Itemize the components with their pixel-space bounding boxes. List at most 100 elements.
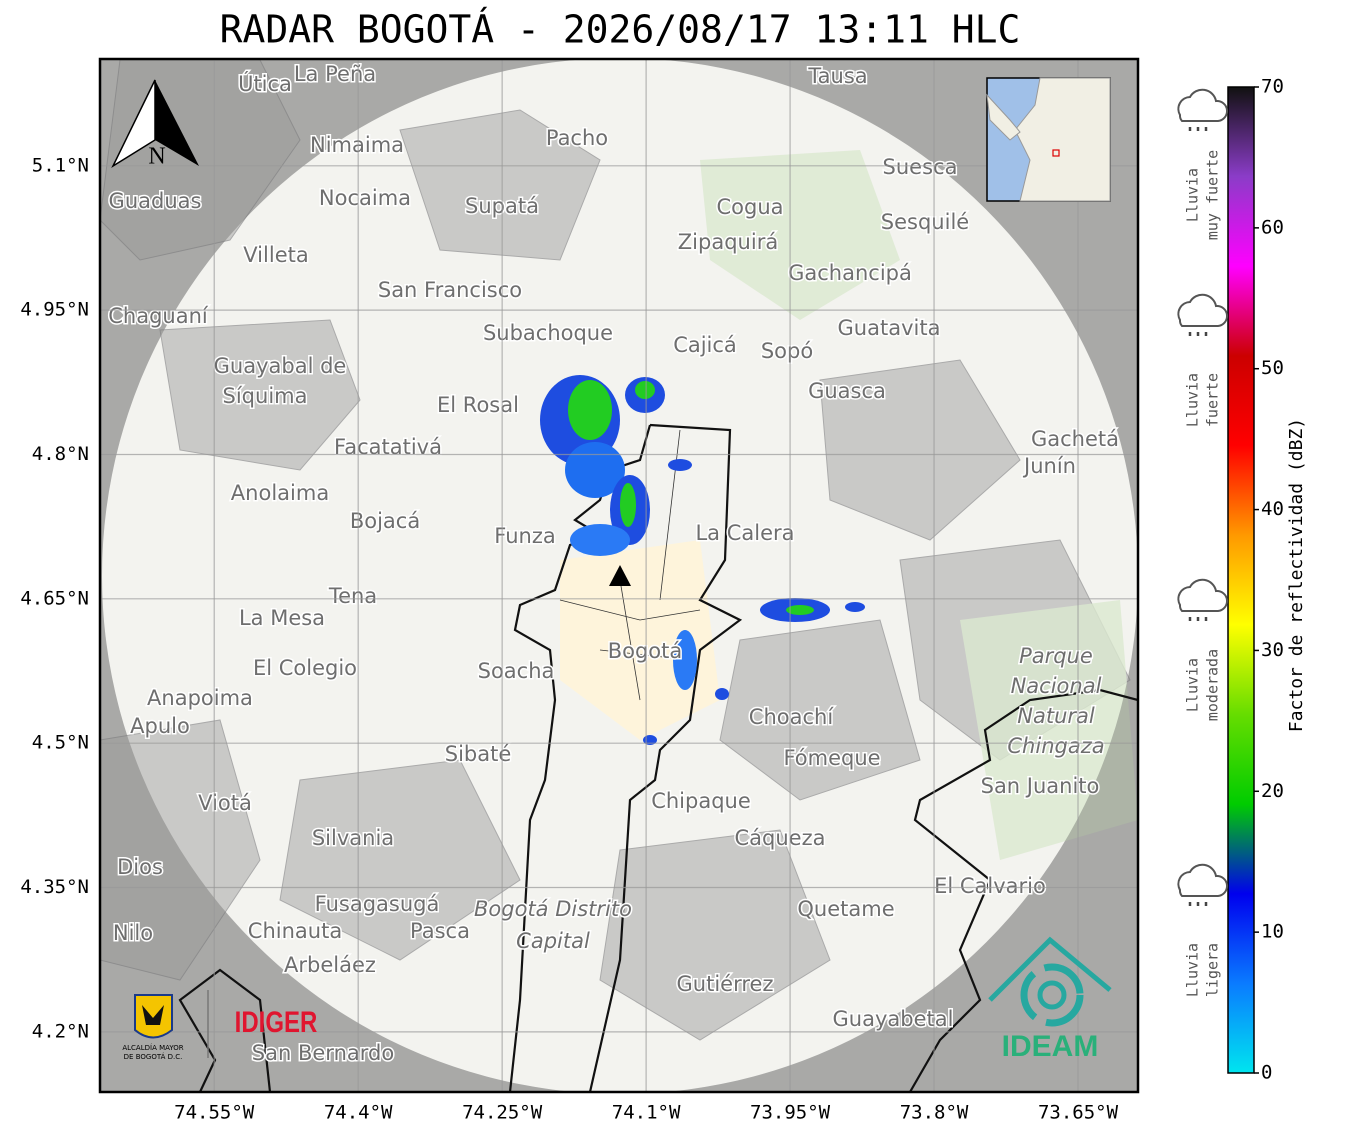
place-label: Cáqueza — [735, 826, 826, 850]
place-label: Nilo — [113, 921, 153, 945]
weather-drops — [1188, 332, 1208, 336]
place-label: Bogotá — [608, 639, 683, 663]
place-label: La Calera — [695, 521, 794, 545]
place-label: Útica — [238, 71, 292, 96]
place-label: Nocaima — [319, 186, 411, 210]
place-label: Pacho — [546, 126, 608, 150]
district-label: Bogotá Distrito — [474, 897, 632, 921]
place-label: El Calvario — [934, 874, 1046, 898]
park-label: Parque — [1019, 644, 1093, 668]
legend-label: Lluvia — [1184, 943, 1202, 997]
place-label: Junín — [1022, 454, 1076, 478]
place-label: Subachoque — [483, 321, 613, 345]
place-label: Gutiérrez — [677, 972, 774, 996]
place-label: Sopó — [761, 339, 813, 363]
colorbar-tick-label: 60 — [1261, 216, 1284, 238]
place-label: Chipaque — [651, 789, 751, 813]
colorbar-tick-label: 10 — [1261, 921, 1284, 943]
place-label: Bojacá — [350, 509, 420, 533]
place-label: Viotá — [198, 791, 252, 815]
grid — [100, 59, 1138, 1092]
colorbar-tick-label: 0 — [1261, 1062, 1272, 1084]
place-label: Cogua — [716, 195, 783, 219]
place-label: Zipaquirá — [678, 230, 778, 254]
place-label: Gachetá — [1031, 427, 1119, 451]
colorbar-tick-label: 40 — [1261, 498, 1284, 520]
legend-label: muy fuerte — [1204, 150, 1222, 240]
x-tick-label: 73.65°W — [1038, 1102, 1119, 1124]
colorbar-tick-label: 20 — [1261, 780, 1284, 802]
place-label: Tausa — [807, 64, 867, 88]
radar-echoes — [540, 375, 865, 745]
x-tick-label: 74.1°W — [612, 1102, 681, 1124]
place-label: Guayabetal — [833, 1007, 954, 1031]
weather-icon — [1177, 863, 1228, 897]
place-label: San Francisco — [378, 278, 522, 302]
map-frame — [98, 57, 1140, 1094]
place-label: Anapoima — [147, 686, 253, 710]
logo-text: DE BOGOTÁ D.C. — [124, 1052, 183, 1061]
y-tick-label: 4.2°N — [32, 1020, 89, 1042]
y-tick-label: 5.1°N — [32, 154, 89, 176]
place-label: Anolaima — [231, 481, 329, 505]
x-tick-label: 74.25°W — [462, 1102, 543, 1124]
place-label: Cajicá — [673, 333, 737, 357]
place-label: Soacha — [478, 659, 555, 683]
place-label: Fusagasugá — [315, 892, 440, 916]
place-label: La Mesa — [239, 606, 325, 630]
place-label: Guaduas — [109, 189, 202, 213]
place-label: Nimaima — [310, 133, 404, 157]
district-label: Capital — [516, 929, 590, 953]
y-tick-label: 4.65°N — [20, 587, 89, 609]
legend-label: moderada — [1204, 649, 1222, 721]
place-label: Silvania — [312, 826, 394, 850]
place-label: Dios — [117, 855, 163, 879]
x-tick-label: 73.95°W — [750, 1102, 831, 1124]
place-label: Fómeque — [783, 746, 880, 770]
y-tick-label: 4.95°N — [20, 299, 89, 321]
place-label: Guasca — [808, 379, 886, 403]
y-tick-label: 4.5°N — [32, 732, 89, 754]
legend-label: fuerte — [1204, 373, 1222, 427]
weather-drops — [1188, 902, 1208, 906]
place-label: Villeta — [243, 243, 308, 267]
north-label: N — [148, 144, 165, 170]
place-label: Quetame — [797, 897, 894, 921]
idiger-logo: IDIGER — [235, 1004, 318, 1038]
weather-icon — [1177, 293, 1228, 327]
colorbar-tick-label: 70 — [1261, 76, 1284, 98]
place-label: Guatavita — [838, 316, 941, 340]
place-label: Suesca — [883, 155, 958, 179]
legend-label: Lluvia — [1184, 373, 1202, 427]
logo-text: ALCALDÍA MAYOR — [122, 1043, 183, 1052]
place-label: El Rosal — [437, 393, 519, 417]
colorbar-tick-label: 30 — [1261, 639, 1284, 661]
place-label: Choachí — [749, 705, 835, 729]
place-label: Arbeláez — [284, 953, 376, 977]
radar-site — [609, 565, 631, 586]
colorbar-label: Factor de reflectividad (dBZ) — [1286, 418, 1307, 732]
legend-label: Lluvia — [1184, 168, 1202, 222]
colorbar-tick-label: 50 — [1261, 357, 1284, 379]
place-label: Chinauta — [248, 919, 342, 943]
legend-label: Lluvia — [1184, 658, 1202, 712]
y-tick-label: 4.35°N — [20, 876, 89, 898]
place-label: Tena — [328, 584, 377, 608]
place-label: Sibaté — [445, 742, 512, 766]
weather-drops — [1188, 617, 1208, 621]
park-label: Chingaza — [1007, 734, 1104, 758]
colorbar: 0 10 20 30 40 50 60 70 Factor de reflectividad (… — [1227, 76, 1307, 1084]
north-arrow: N — [111, 79, 199, 170]
place-label: Pasca — [410, 919, 470, 943]
place-label: Guayabal de — [214, 354, 347, 378]
place-label: La Peña — [294, 62, 376, 86]
weather-icon — [1177, 578, 1228, 612]
place-label: Funza — [494, 524, 555, 548]
park-label: Nacional — [1011, 674, 1102, 698]
place-label: San Bernardo — [252, 1041, 394, 1065]
place-label: Síquima — [223, 384, 308, 408]
park-label: Natural — [1017, 704, 1095, 728]
